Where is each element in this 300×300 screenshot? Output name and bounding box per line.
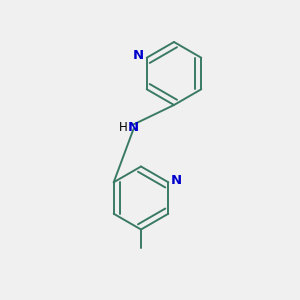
Text: H: H [118, 121, 127, 134]
Text: N: N [171, 174, 182, 187]
Text: N: N [133, 49, 144, 62]
Text: N: N [128, 121, 139, 134]
